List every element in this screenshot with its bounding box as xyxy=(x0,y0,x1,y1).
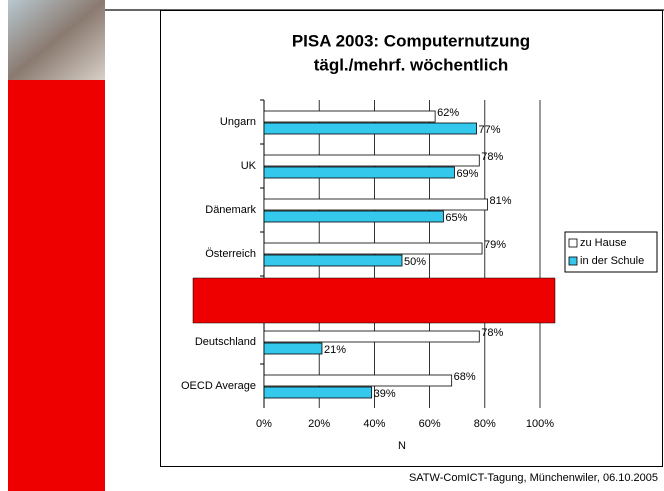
slide: PISA 2003: Computernutzung tägl./mehrf. … xyxy=(0,0,664,491)
data-label: 39% xyxy=(374,388,396,400)
page: PISA 2003: Computernutzung tägl./mehrf. … xyxy=(0,0,664,491)
bar xyxy=(264,155,479,166)
data-label: 69% xyxy=(456,168,478,180)
y-tick-label: OECD Average xyxy=(181,380,256,392)
bar xyxy=(264,123,477,134)
bar xyxy=(264,211,443,222)
legend-swatch xyxy=(569,257,577,265)
footer: SATW-ComICT-Tagung, Münchenwiler, 06.10.… xyxy=(409,472,658,484)
legend-label: zu Hause xyxy=(580,237,626,249)
bar xyxy=(264,343,322,354)
bar xyxy=(264,167,454,178)
x-tick-label: 0% xyxy=(256,418,272,430)
data-label: 68% xyxy=(454,371,476,383)
y-tick-label: UK xyxy=(241,160,257,172)
y-tick-label: Dänemark xyxy=(205,204,256,216)
x-tick-label: 80% xyxy=(474,418,496,430)
data-label: 78% xyxy=(481,151,503,163)
legend-label: in der Schule xyxy=(580,255,644,267)
x-axis-label: N xyxy=(398,440,406,452)
bar xyxy=(264,243,482,254)
bar xyxy=(264,255,402,266)
data-label: 62% xyxy=(437,107,459,119)
bar xyxy=(264,375,452,386)
chart-title: PISA 2003: Computernutzung xyxy=(292,31,530,50)
bar xyxy=(264,331,479,342)
x-tick-label: 100% xyxy=(526,418,554,430)
x-tick-label: 20% xyxy=(308,418,330,430)
data-label: 50% xyxy=(404,256,426,268)
data-label: 78% xyxy=(481,327,503,339)
chart-title: tägl./mehrf. wöchentlich xyxy=(314,55,509,74)
data-label: 79% xyxy=(484,239,506,251)
y-tick-label: Deutschland xyxy=(195,336,256,348)
data-label: 81% xyxy=(490,195,512,207)
data-label: 21% xyxy=(324,344,346,356)
data-label: 65% xyxy=(445,212,467,224)
overlay-band xyxy=(193,278,555,323)
photo xyxy=(8,0,105,80)
bar xyxy=(264,199,488,210)
side-bar xyxy=(8,80,105,491)
bar xyxy=(264,387,372,398)
x-tick-label: 60% xyxy=(419,418,441,430)
y-tick-label: Österreich xyxy=(205,248,256,260)
y-tick-label: Ungarn xyxy=(220,116,256,128)
legend-swatch xyxy=(569,239,577,247)
data-label: 77% xyxy=(479,124,501,136)
bar xyxy=(264,111,435,122)
x-tick-label: 40% xyxy=(363,418,385,430)
